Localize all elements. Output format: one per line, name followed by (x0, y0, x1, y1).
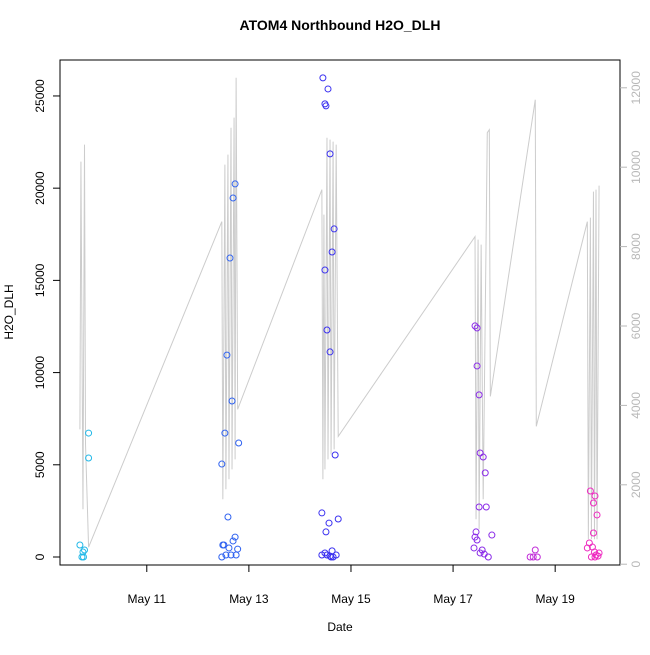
x-tick-label: May 17 (433, 592, 473, 606)
point (227, 551, 235, 559)
point (475, 391, 483, 399)
point (319, 74, 327, 82)
point (482, 503, 490, 511)
point (79, 553, 87, 561)
point (479, 453, 487, 461)
point (322, 102, 330, 110)
point (76, 541, 84, 549)
x-tick-label: May 11 (128, 592, 167, 606)
y-tick-label: 15000 (33, 263, 47, 297)
point (334, 515, 342, 523)
point (593, 511, 601, 519)
point (475, 503, 483, 511)
point (488, 531, 496, 539)
point (318, 509, 326, 517)
y-axis-label: H2O_DLH (2, 284, 16, 339)
point (85, 429, 93, 437)
point (321, 549, 329, 557)
point (224, 513, 232, 521)
y-tick-label: 10000 (33, 356, 47, 390)
point (81, 546, 89, 554)
y2-tick-label: 6000 (629, 312, 643, 339)
point (223, 351, 231, 359)
point (221, 429, 229, 437)
point (473, 362, 481, 370)
point (591, 492, 599, 500)
point (326, 348, 334, 356)
point (471, 322, 479, 330)
point (589, 529, 597, 537)
x-tick-label: May 13 (229, 592, 269, 606)
point (322, 528, 330, 536)
point (231, 533, 239, 541)
y2-tick-label: 2000 (629, 471, 643, 498)
point (321, 266, 329, 274)
point (332, 551, 340, 559)
point (472, 528, 480, 536)
point (589, 499, 597, 507)
point (594, 552, 602, 560)
point (330, 225, 338, 233)
point (234, 545, 242, 553)
point (328, 248, 336, 256)
point (226, 254, 234, 262)
point (481, 469, 489, 477)
point (324, 85, 332, 93)
chart-title: ATOM4 Northbound H2O_DLH (240, 17, 441, 33)
point (235, 439, 243, 447)
point (325, 519, 333, 527)
point (231, 180, 239, 188)
y2-tick-label: 12000 (629, 71, 643, 105)
y2-tick-label: 8000 (629, 233, 643, 260)
point (533, 553, 541, 561)
point (473, 324, 481, 332)
point (326, 150, 334, 158)
point (218, 553, 226, 561)
x-tick-label: May 15 (331, 592, 371, 606)
line (79, 77, 600, 548)
y-tick-label: 5000 (33, 451, 47, 478)
y-tick-label: 25000 (33, 79, 47, 113)
point (323, 551, 331, 559)
point (218, 460, 226, 468)
point (526, 553, 534, 561)
point (220, 541, 228, 549)
y2-tick-label: 0 (629, 561, 643, 568)
y-tick-label: 0 (33, 553, 47, 560)
y2-tick-label: 10000 (629, 150, 643, 184)
point (473, 536, 481, 544)
point (595, 549, 603, 557)
point (229, 537, 237, 545)
point (225, 544, 233, 552)
point (470, 544, 478, 552)
point (529, 553, 537, 561)
point (323, 326, 331, 334)
point (586, 487, 594, 495)
x-tick-label: May 19 (535, 592, 575, 606)
point (331, 451, 339, 459)
plot-box (59, 59, 621, 566)
point (85, 454, 93, 462)
point (484, 553, 492, 561)
point (229, 194, 237, 202)
x-axis-label: Date (327, 620, 353, 634)
point (228, 397, 236, 405)
point (222, 551, 230, 559)
y-tick-label: 20000 (33, 171, 47, 205)
y2-tick-label: 4000 (629, 392, 643, 419)
point (587, 553, 595, 561)
point (531, 546, 539, 554)
point (79, 548, 87, 556)
point (478, 546, 486, 554)
